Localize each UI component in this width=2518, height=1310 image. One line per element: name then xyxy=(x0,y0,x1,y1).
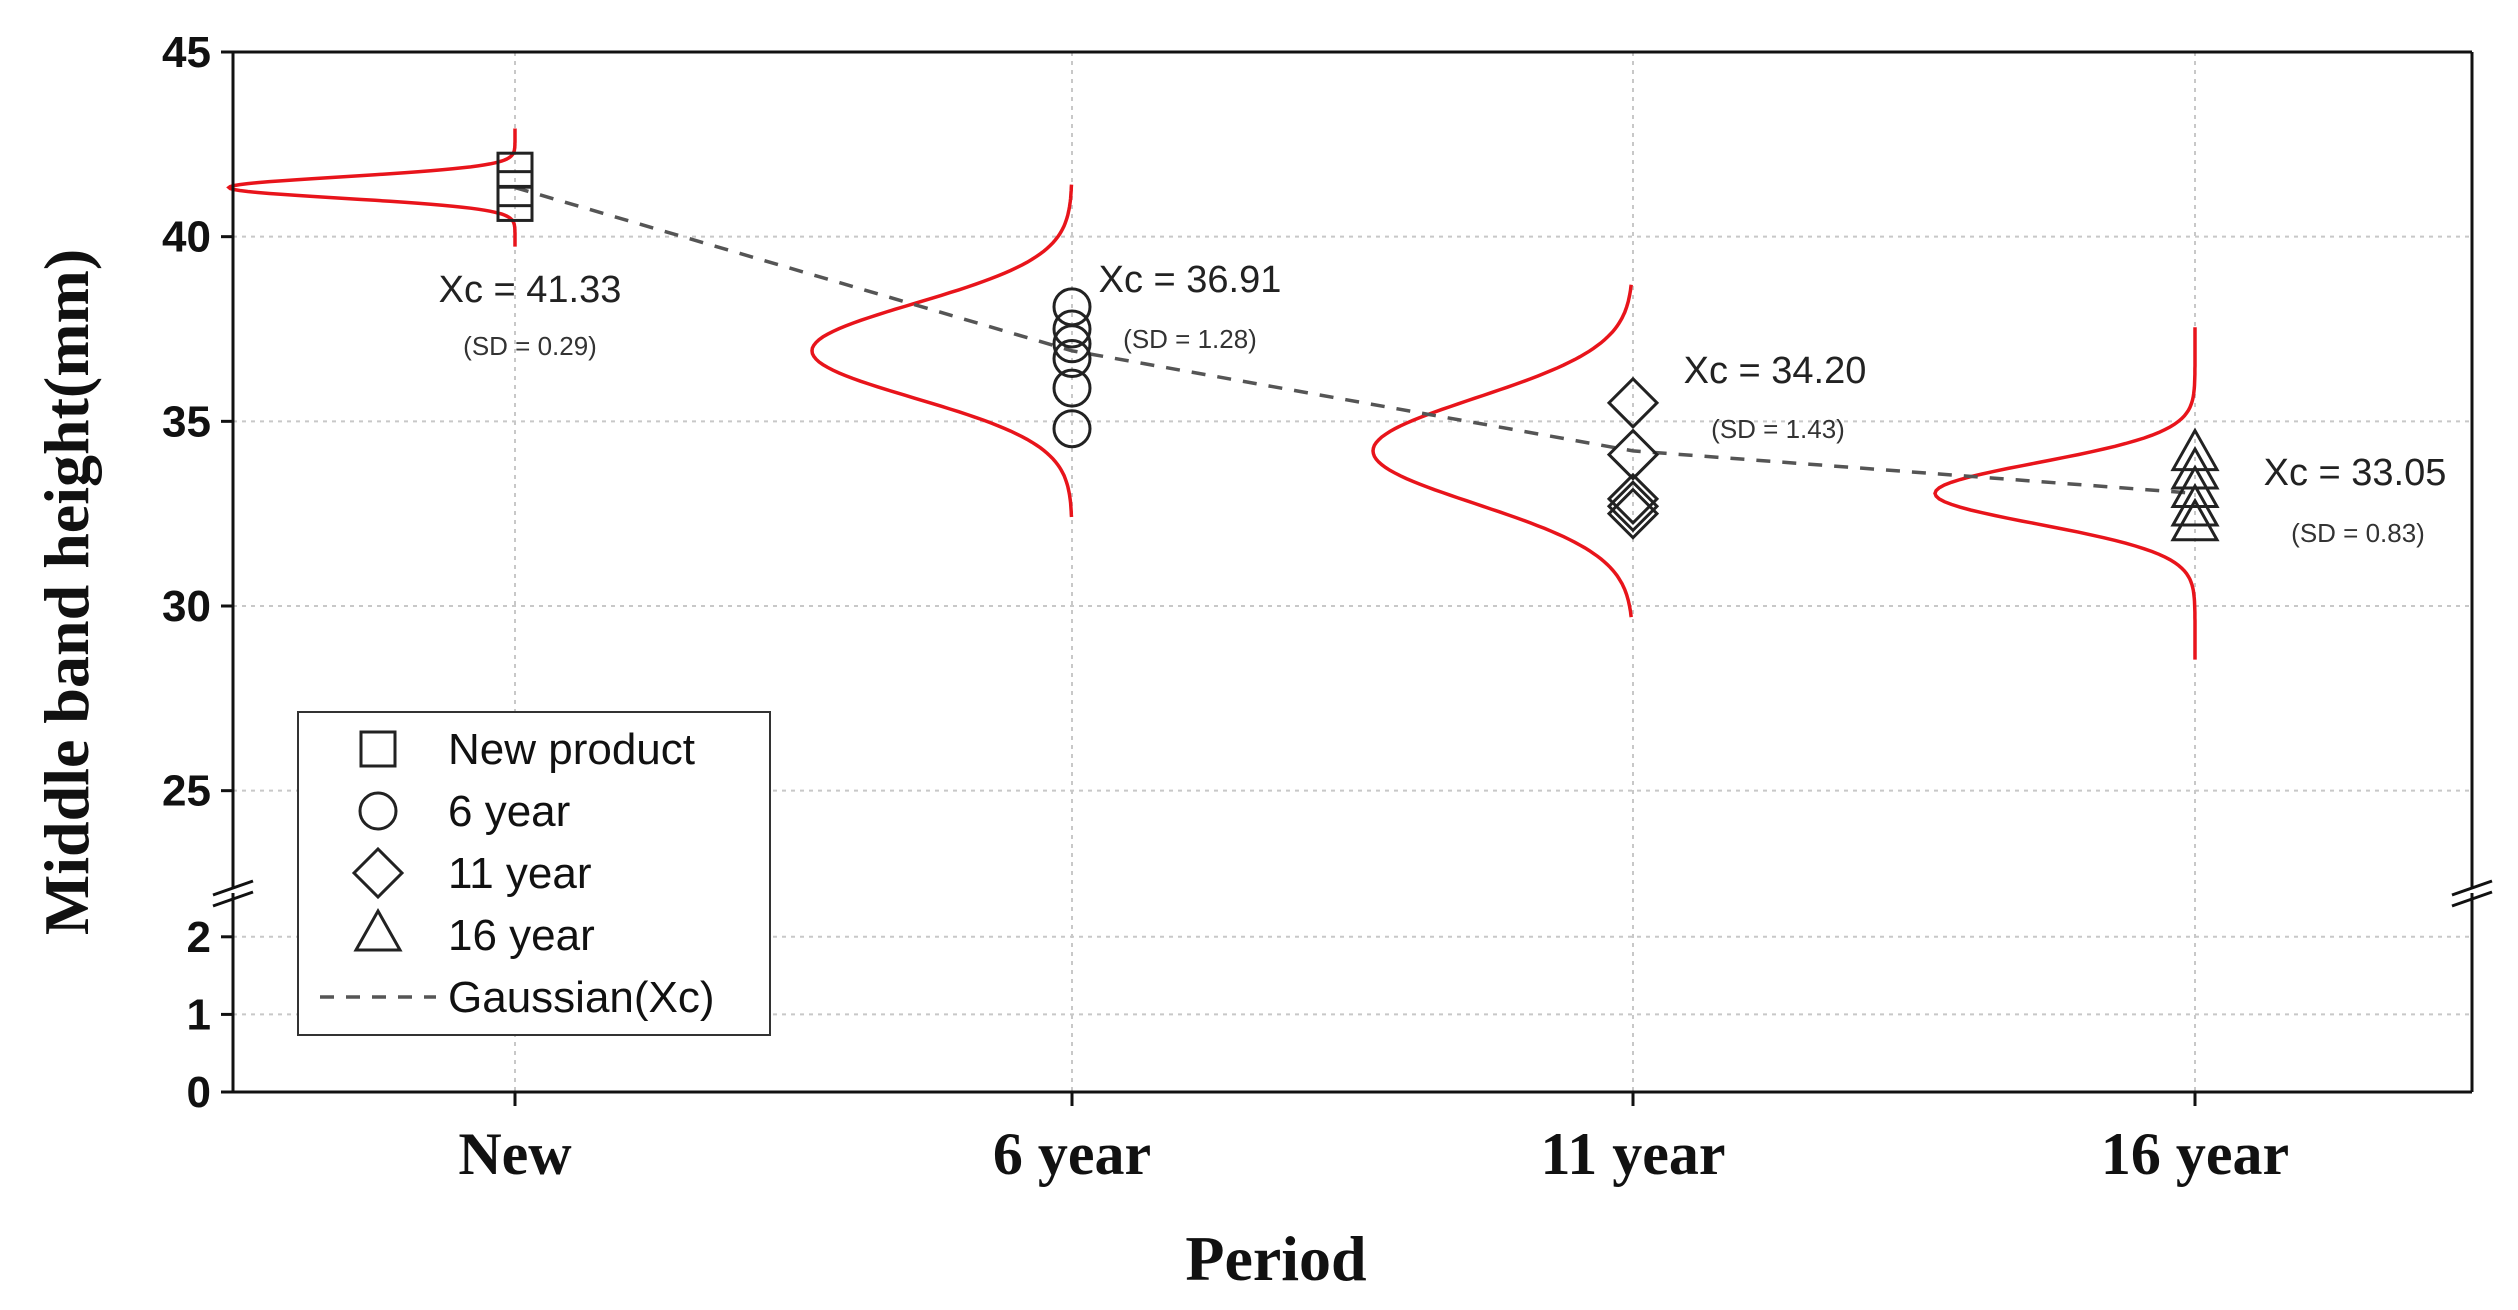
trend-line-group xyxy=(514,185,2196,496)
xc-label: Xc = 41.33 xyxy=(439,269,622,311)
legend-label: New product xyxy=(448,725,695,774)
y-tick-label: 0 xyxy=(187,1068,211,1117)
xc-label: Xc = 33.05 xyxy=(2264,452,2447,494)
legend-swatch-circle xyxy=(358,791,398,831)
fit-annotations: Xc = 41.33 (SD = 0.29) Xc = 36.91 (SD = 1.2… xyxy=(439,259,2447,548)
point-diamond xyxy=(1606,428,1660,481)
point-diamond xyxy=(1606,472,1660,526)
gaussian-curves xyxy=(226,128,2197,660)
axis-break-mark xyxy=(2451,890,2493,908)
legend-label: Gaussian(Xc) xyxy=(448,973,715,1022)
x-tick-label: 6 year xyxy=(993,1121,1151,1187)
x-tick-label: New xyxy=(458,1121,572,1187)
legend-swatch-triangle xyxy=(353,907,403,952)
y-tick-label: 1 xyxy=(187,990,211,1039)
point-diamond xyxy=(1606,376,1660,429)
data-markers xyxy=(496,151,2220,542)
sd-label: (SD = 0.29) xyxy=(463,331,597,361)
sd-label: (SD = 1.43) xyxy=(1711,414,1845,444)
point-circle xyxy=(1052,339,1092,379)
y-tick-label: 45 xyxy=(162,28,211,77)
y-tick-label: 40 xyxy=(162,213,211,262)
point-diamond xyxy=(1606,480,1660,533)
point-circle xyxy=(1052,287,1092,327)
legend-label: 6 year xyxy=(448,787,570,836)
y-tick-label: 2 xyxy=(187,913,211,962)
point-square xyxy=(496,151,534,189)
plot-frame xyxy=(212,50,2493,1094)
xc-label: Xc = 34.20 xyxy=(1684,350,1867,392)
sd-label: (SD = 1.28) xyxy=(1123,324,1257,354)
sd-label: (SD = 0.83) xyxy=(2291,518,2425,548)
legend-label: 16 year xyxy=(448,911,595,960)
x-axis-title: Period xyxy=(1185,1223,1366,1294)
legend-swatch-square xyxy=(359,730,397,768)
point-circle xyxy=(1052,309,1092,349)
gaussian-curve-11-year xyxy=(1371,284,1633,618)
point-triangle xyxy=(2170,497,2220,542)
gaussian-curve-16-year xyxy=(1933,327,2197,660)
legend: New product 6 year 11 year 16 year Gaussian(… xyxy=(297,711,771,1036)
gaussian-curve-6-year xyxy=(810,184,1074,518)
y-axis-title: Middle band height(mm) xyxy=(31,249,102,935)
y-tick-label: 30 xyxy=(162,582,211,631)
x-tick-label: 16 year xyxy=(2101,1121,2289,1187)
axis-break-mark xyxy=(2451,879,2493,897)
legend-swatch-diamond xyxy=(351,846,405,900)
axis-break-mark xyxy=(212,879,254,897)
point-circle xyxy=(1052,368,1092,408)
legend-label: 11 year xyxy=(448,849,592,898)
point-triangle xyxy=(2170,427,2220,472)
axis-break-mark xyxy=(212,890,254,908)
x-tick-label: 11 year xyxy=(1541,1121,1726,1187)
gaussian-curve-new xyxy=(226,128,517,247)
y-tick-label: 35 xyxy=(162,397,211,446)
point-circle xyxy=(1052,409,1092,449)
xc-label: Xc = 36.91 xyxy=(1099,259,1282,301)
axes: 25 30 35 40 45 0 1 2 New 6 year 11 year 16 year xyxy=(162,28,2289,1187)
y-tick-label: 25 xyxy=(162,767,211,816)
trend-line xyxy=(514,185,2196,496)
